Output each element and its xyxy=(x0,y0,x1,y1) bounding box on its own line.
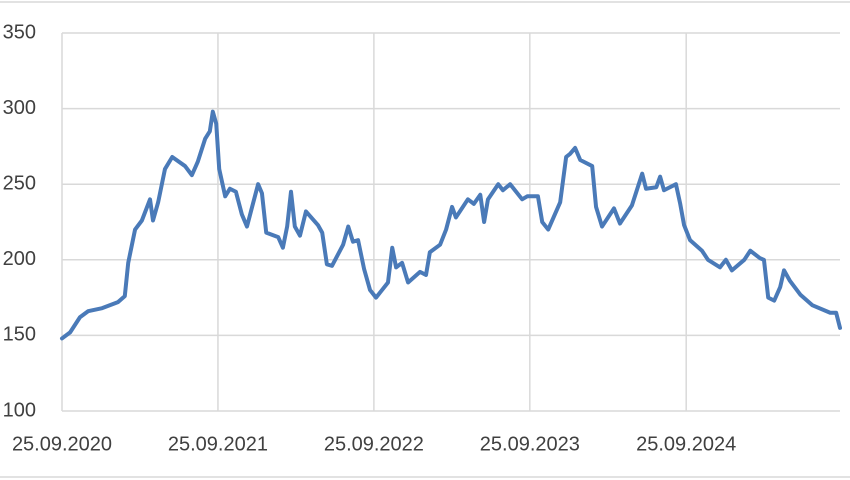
y-tick-label: 150 xyxy=(3,324,36,346)
y-tick-label: 350 xyxy=(3,21,36,43)
x-tick-label: 25.09.2020 xyxy=(12,433,112,455)
x-tick-label: 25.09.2021 xyxy=(168,433,268,455)
x-tick-label: 25.09.2023 xyxy=(480,433,580,455)
y-tick-label: 200 xyxy=(3,248,36,270)
y-tick-label: 250 xyxy=(3,172,36,194)
data-line xyxy=(60,109,842,341)
x-tick-label: 25.09.2024 xyxy=(636,433,736,455)
y-tick-label: 300 xyxy=(3,97,36,119)
x-tick-label: 25.09.2022 xyxy=(324,433,424,455)
y-tick-label: 100 xyxy=(3,399,36,421)
